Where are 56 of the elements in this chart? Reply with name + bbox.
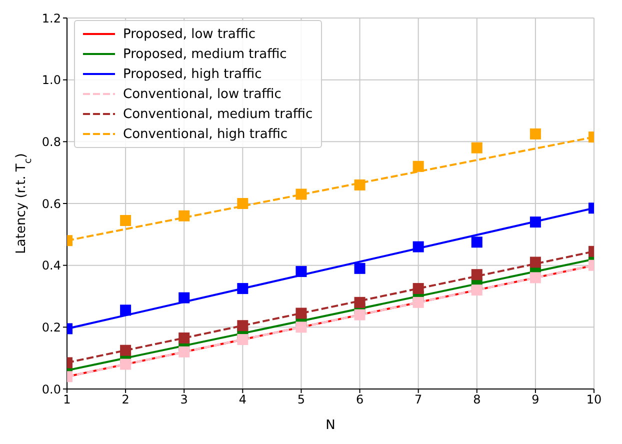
x-axis-title: N [326,418,336,433]
point [412,283,424,294]
x-tick-label: 1 [63,392,71,407]
point [296,322,307,333]
y-tick-label: 0.0 [42,382,61,396]
legend-label: Proposed, high traffic [123,66,262,82]
point [354,179,366,190]
point [471,284,482,296]
point [530,272,541,284]
x-tick-label: 10 [586,392,602,407]
point [120,358,132,370]
point [471,236,482,248]
point [296,266,307,278]
point [237,198,248,209]
point [471,269,482,280]
point [120,215,132,226]
legend-label: Conventional, high traffic [123,126,288,142]
point [354,262,366,274]
point [237,320,248,332]
point [296,188,307,200]
point [237,283,248,294]
point [120,304,132,316]
point [530,216,541,228]
y-tick-label: 0.8 [42,134,61,149]
point [178,346,190,358]
legend-label: Conventional, medium traffic [123,106,313,122]
x-tick-label: 7 [414,392,422,407]
point [296,308,307,319]
point [178,292,190,304]
y-tick-label: 0.2 [42,320,61,334]
point [354,296,366,308]
legend-label: Proposed, low traffic [123,26,256,42]
point [178,332,190,344]
x-tick-label: 6 [356,392,364,407]
legend-label: Proposed, medium traffic [123,46,287,62]
point [237,334,248,346]
y-tick-label: 1.2 [42,11,61,26]
legend-label: Conventional, low traffic [123,86,282,102]
point [354,309,366,320]
point [471,142,482,154]
point [530,256,541,268]
y-tick-label: 0.4 [42,258,61,273]
point [120,344,132,356]
x-tick-label: 8 [473,392,481,407]
point [530,128,541,140]
point [178,210,190,222]
x-tick-label: 9 [532,392,540,407]
x-tick-label: 3 [180,392,188,407]
point [412,241,424,252]
point [412,296,424,308]
y-tick-label: 1.0 [42,73,61,88]
x-tick-label: 5 [297,392,306,407]
y-tick-label: 0.6 [42,196,61,211]
x-tick-label: 2 [122,392,130,407]
x-tick-label: 4 [238,392,246,407]
point [412,160,424,172]
